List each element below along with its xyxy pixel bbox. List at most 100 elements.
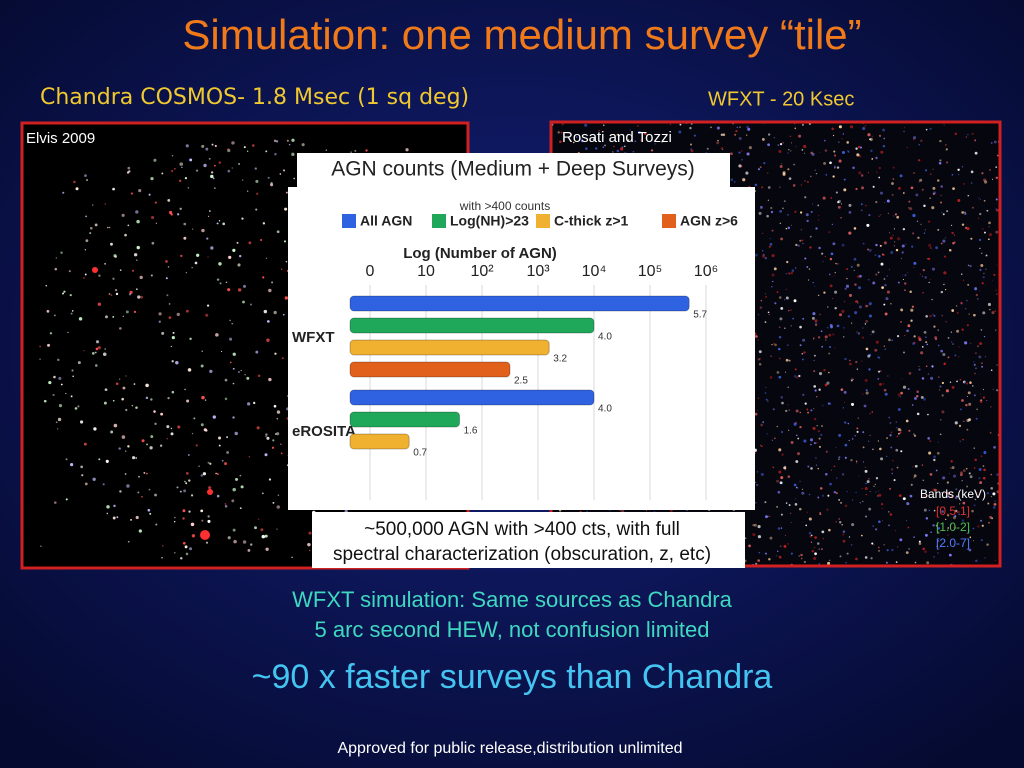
source xyxy=(983,465,985,467)
source xyxy=(835,347,836,348)
source xyxy=(95,364,97,366)
source xyxy=(924,331,927,334)
source xyxy=(240,475,242,477)
source xyxy=(769,246,771,248)
source xyxy=(917,221,918,222)
source xyxy=(241,370,242,371)
source xyxy=(912,404,914,406)
source xyxy=(716,141,719,144)
source xyxy=(930,473,933,476)
source xyxy=(757,339,758,340)
source xyxy=(974,364,976,366)
source xyxy=(802,359,804,361)
source xyxy=(854,270,855,271)
source xyxy=(983,477,986,480)
source xyxy=(961,273,962,274)
source xyxy=(857,369,858,370)
source xyxy=(883,383,885,385)
source xyxy=(155,201,157,203)
source xyxy=(136,288,138,290)
source xyxy=(818,336,820,338)
source xyxy=(104,402,107,405)
source xyxy=(834,291,837,294)
source xyxy=(116,293,118,295)
source xyxy=(765,293,766,294)
source xyxy=(231,499,234,502)
source xyxy=(863,243,865,245)
source xyxy=(284,208,287,211)
source xyxy=(272,447,274,449)
source xyxy=(975,352,976,353)
source xyxy=(965,308,967,310)
source xyxy=(61,384,63,386)
band-label: [0.5-1] xyxy=(936,504,970,518)
source xyxy=(803,439,806,442)
source xyxy=(603,124,605,126)
source xyxy=(283,169,285,171)
source xyxy=(804,196,806,198)
source xyxy=(854,311,857,314)
source xyxy=(773,343,775,345)
source xyxy=(878,440,879,441)
source xyxy=(880,192,883,195)
source xyxy=(205,148,208,151)
source xyxy=(768,133,770,135)
source xyxy=(913,172,915,174)
source xyxy=(937,179,939,181)
source xyxy=(913,433,915,435)
source xyxy=(989,516,992,519)
source xyxy=(184,389,185,390)
source xyxy=(253,402,255,404)
source xyxy=(836,477,837,478)
source xyxy=(951,460,953,462)
source xyxy=(872,136,873,137)
source xyxy=(834,166,836,168)
source xyxy=(922,464,923,465)
source xyxy=(881,503,883,505)
source xyxy=(291,139,294,142)
source xyxy=(988,522,990,524)
source xyxy=(73,181,76,184)
x-tick-label: 0 xyxy=(366,263,375,280)
source xyxy=(277,418,279,420)
source xyxy=(154,423,156,425)
source xyxy=(967,284,969,286)
source xyxy=(755,254,758,257)
source xyxy=(814,536,817,539)
source xyxy=(912,306,914,308)
source xyxy=(843,188,846,191)
source xyxy=(954,235,955,236)
footer: Approved for public release,distribution… xyxy=(337,740,682,757)
source xyxy=(922,548,925,551)
source xyxy=(903,386,906,389)
source xyxy=(846,491,847,492)
source xyxy=(849,363,852,366)
source xyxy=(903,192,905,194)
source xyxy=(933,459,935,461)
source xyxy=(983,469,986,472)
source xyxy=(770,355,771,356)
source xyxy=(646,510,647,511)
source xyxy=(916,395,918,397)
source xyxy=(276,140,278,142)
source xyxy=(914,397,917,400)
source xyxy=(869,435,870,436)
source xyxy=(852,379,853,380)
source xyxy=(762,250,763,251)
source xyxy=(789,409,791,411)
source xyxy=(849,360,851,362)
source xyxy=(941,410,944,413)
source xyxy=(207,515,209,517)
source xyxy=(795,267,797,269)
source xyxy=(946,148,948,150)
source xyxy=(809,268,811,270)
source xyxy=(935,246,938,249)
source xyxy=(887,549,889,551)
source xyxy=(761,445,763,447)
source xyxy=(783,466,786,469)
source xyxy=(150,435,153,438)
source xyxy=(39,346,41,348)
highlight: ~90 x faster surveys than Chandra xyxy=(252,658,773,696)
source xyxy=(919,369,921,371)
source xyxy=(913,139,914,140)
